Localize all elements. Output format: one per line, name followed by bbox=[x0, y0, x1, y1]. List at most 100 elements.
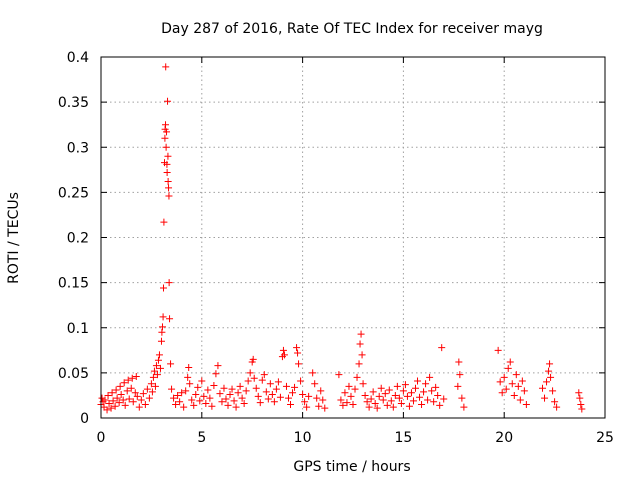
data-point bbox=[111, 402, 119, 410]
data-point bbox=[129, 398, 137, 406]
y-tick-label: 0.15 bbox=[58, 276, 89, 292]
data-point bbox=[208, 402, 216, 410]
data-point bbox=[234, 389, 242, 397]
data-point bbox=[341, 389, 349, 397]
data-point bbox=[494, 346, 502, 354]
data-point bbox=[170, 394, 178, 402]
data-point bbox=[238, 394, 246, 402]
data-point bbox=[162, 121, 170, 129]
data-point bbox=[549, 387, 557, 395]
data-point bbox=[373, 404, 381, 412]
data-point bbox=[545, 367, 553, 375]
data-point bbox=[168, 385, 176, 393]
data-point bbox=[272, 385, 280, 393]
grid-lines bbox=[101, 57, 605, 418]
data-point bbox=[104, 391, 112, 399]
data-point bbox=[178, 389, 186, 397]
y-tick-label: 0.35 bbox=[58, 95, 89, 111]
data-point bbox=[409, 397, 417, 405]
data-point bbox=[159, 313, 167, 321]
data-point bbox=[576, 394, 584, 402]
data-point bbox=[337, 396, 345, 404]
data-point bbox=[303, 403, 311, 411]
data-point bbox=[139, 390, 147, 398]
data-point bbox=[508, 380, 516, 388]
y-tick-label: 0.1 bbox=[67, 321, 89, 337]
data-point bbox=[434, 391, 442, 399]
data-point bbox=[158, 323, 166, 331]
data-point bbox=[282, 382, 290, 390]
data-point bbox=[405, 402, 413, 410]
data-point bbox=[411, 384, 419, 392]
data-point bbox=[399, 387, 407, 395]
data-point bbox=[202, 400, 210, 408]
data-point bbox=[361, 391, 369, 399]
data-point bbox=[258, 376, 266, 384]
data-point bbox=[152, 362, 160, 370]
data-point bbox=[230, 397, 238, 405]
data-point bbox=[385, 386, 393, 394]
data-point bbox=[108, 389, 116, 397]
data-point bbox=[440, 395, 448, 403]
data-point bbox=[242, 387, 250, 395]
data-point bbox=[115, 399, 123, 407]
data-point bbox=[422, 380, 430, 388]
y-tick-label: 0.3 bbox=[67, 140, 89, 156]
data-point bbox=[266, 380, 274, 388]
data-point bbox=[256, 399, 264, 407]
data-point bbox=[143, 385, 151, 393]
data-point bbox=[377, 384, 385, 392]
y-tick-label: 0.4 bbox=[67, 50, 89, 66]
data-point bbox=[151, 382, 159, 390]
data-point bbox=[395, 394, 403, 402]
data-point bbox=[335, 371, 343, 379]
data-point bbox=[397, 400, 405, 408]
data-point bbox=[456, 371, 464, 379]
data-point bbox=[119, 396, 127, 404]
data-point bbox=[109, 397, 117, 405]
data-point bbox=[284, 394, 292, 402]
data-point bbox=[339, 401, 347, 409]
x-tick-label: 20 bbox=[495, 430, 513, 446]
data-point bbox=[424, 396, 432, 404]
data-point bbox=[145, 394, 153, 402]
data-point bbox=[180, 403, 188, 411]
data-point bbox=[135, 403, 143, 411]
data-point bbox=[575, 389, 583, 397]
data-point bbox=[514, 382, 522, 390]
data-point bbox=[299, 391, 307, 399]
data-point bbox=[279, 346, 287, 354]
data-point bbox=[236, 382, 244, 390]
data-point bbox=[113, 394, 121, 402]
data-point bbox=[438, 344, 446, 352]
data-point bbox=[127, 384, 135, 392]
data-point bbox=[518, 377, 526, 385]
data-point bbox=[244, 377, 252, 385]
data-point bbox=[355, 360, 363, 368]
data-point bbox=[287, 400, 295, 408]
data-point bbox=[547, 373, 555, 381]
data-point bbox=[498, 389, 506, 397]
y-tick-label: 0.2 bbox=[67, 231, 89, 247]
y-axis-label: ROTI / TECUs bbox=[6, 192, 22, 284]
data-point bbox=[268, 391, 276, 399]
data-point bbox=[383, 401, 391, 409]
x-tick-labels: 0 5 10 15 20 25 bbox=[97, 430, 614, 446]
data-point bbox=[356, 340, 364, 348]
data-point bbox=[164, 97, 172, 105]
data-point bbox=[365, 403, 373, 411]
data-point bbox=[128, 374, 136, 382]
y-tick-label: 0.05 bbox=[58, 366, 89, 382]
data-point bbox=[120, 379, 128, 387]
data-point bbox=[512, 371, 520, 379]
data-point bbox=[455, 358, 463, 366]
data-point bbox=[194, 383, 202, 391]
data-point bbox=[218, 398, 226, 406]
data-point bbox=[246, 369, 254, 377]
data-point bbox=[105, 400, 113, 408]
data-point bbox=[379, 396, 387, 404]
data-point bbox=[418, 400, 426, 408]
data-point bbox=[196, 397, 204, 405]
data-point bbox=[294, 349, 302, 357]
